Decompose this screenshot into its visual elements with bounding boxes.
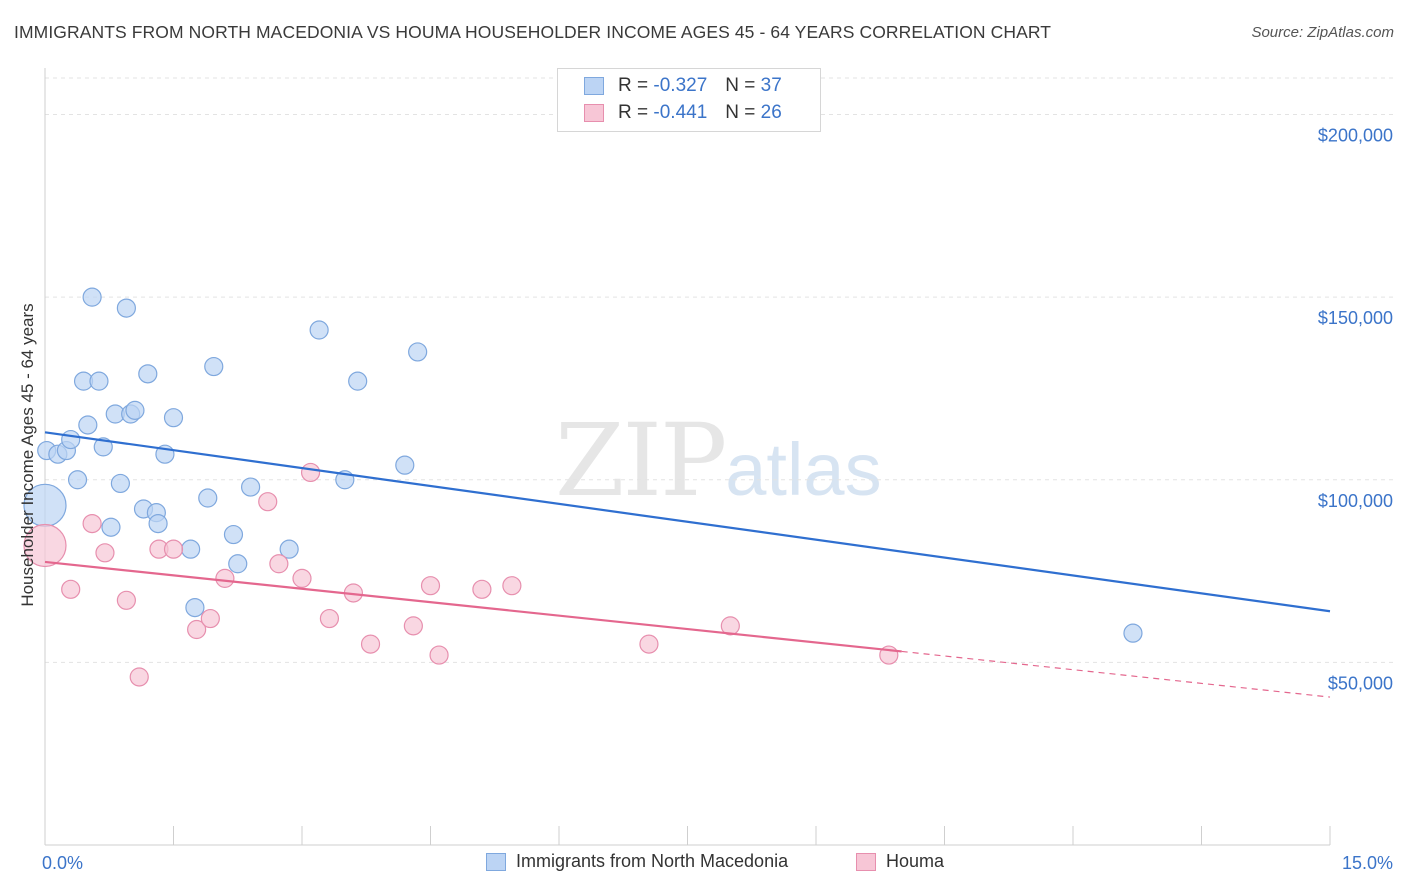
data-point-macedonia	[110, 473, 130, 494]
bottom-legend-label-macedonia: Immigrants from North Macedonia	[516, 851, 789, 871]
data-point-houma	[720, 616, 740, 636]
data-point-macedonia	[67, 470, 88, 490]
data-point-houma	[269, 554, 289, 574]
data-point-houma	[187, 619, 207, 640]
y-tick-label: $200,000	[1318, 126, 1393, 146]
legend-swatch-pink	[584, 104, 604, 122]
y-tick-label: $150,000	[1318, 308, 1393, 328]
legend-row-houma: R = -0.441 N = 26	[584, 100, 782, 126]
data-point-macedonia	[163, 408, 184, 428]
data-point-houma	[420, 576, 441, 596]
data-point-houma	[292, 568, 312, 588]
data-point-macedonia	[309, 320, 329, 340]
data-point-houma	[639, 634, 659, 654]
data-point-macedonia	[93, 437, 113, 457]
data-point-macedonia	[82, 287, 102, 307]
data-point-houma	[215, 568, 235, 588]
bottom-legend-swatch-blue	[486, 852, 506, 871]
legend-swatch-blue	[584, 77, 604, 95]
data-point-houma	[472, 579, 492, 599]
correlation-legend: R = -0.327 N = 37 R = -0.441 N = 26	[557, 68, 821, 132]
legend-r-value: -0.327	[653, 75, 708, 96]
legend-r-label: R =	[618, 75, 649, 96]
data-point-macedonia	[78, 415, 98, 435]
legend-n-label: N =	[725, 102, 756, 123]
legend-item-macedonia: Immigrants from North Macedonia	[486, 851, 788, 872]
data-point-macedonia	[348, 371, 368, 391]
bottom-legend-swatch-pink	[856, 852, 876, 871]
x-tick-label-max: 15.0%	[1342, 853, 1393, 873]
legend-n-label: N =	[725, 75, 756, 96]
legend-n-value: 26	[760, 102, 782, 123]
data-point-macedonia	[204, 356, 224, 377]
bottom-legend-label-houma: Houma	[886, 851, 945, 871]
trend-line-extension-houma	[901, 650, 1331, 698]
data-point-macedonia	[125, 400, 145, 420]
chart-title: IMMIGRANTS FROM NORTH MACEDONIA VS HOUMA…	[14, 22, 1052, 42]
data-point-macedonia	[223, 524, 244, 545]
data-point-macedonia	[241, 477, 261, 497]
legend-row-macedonia: R = -0.327 N = 37	[584, 73, 782, 99]
data-point-macedonia	[228, 554, 248, 574]
data-point-macedonia	[181, 539, 201, 559]
data-point-houma	[116, 590, 136, 610]
legend-r-label: R =	[618, 102, 649, 123]
data-point-macedonia	[1123, 623, 1143, 643]
data-point-houma	[502, 576, 522, 596]
data-point-macedonia	[61, 429, 81, 450]
data-point-macedonia	[198, 488, 218, 508]
legend-item-houma: Houma	[856, 851, 944, 872]
data-point-houma	[258, 492, 278, 512]
data-point-houma	[403, 616, 423, 636]
data-point-houma	[163, 539, 184, 559]
data-point-macedonia	[408, 342, 428, 362]
trend-line-macedonia	[44, 431, 1331, 613]
legend-n-value: 37	[760, 75, 782, 96]
data-point-houma	[429, 645, 449, 665]
data-point-houma	[319, 608, 340, 629]
x-tick-label-min: 0.0%	[42, 853, 83, 873]
data-point-houma	[129, 667, 149, 687]
data-point-houma	[23, 523, 67, 568]
data-point-macedonia	[116, 298, 136, 318]
trend-line-houma	[44, 560, 902, 653]
data-point-houma	[82, 513, 102, 534]
data-point-houma	[360, 634, 381, 654]
data-point-macedonia	[185, 597, 205, 618]
zipatlas-watermark: ZIPatlas	[555, 402, 882, 519]
data-point-houma	[300, 462, 321, 483]
y-tick-label: $50,000	[1328, 673, 1393, 693]
watermark-atlas: atlas	[725, 428, 882, 511]
data-point-macedonia	[138, 364, 158, 384]
y-axis-label: Householder Income Ages 45 - 64 years	[18, 303, 37, 607]
data-point-macedonia	[148, 513, 168, 534]
data-point-houma	[200, 608, 220, 629]
legend-r-value: -0.441	[653, 102, 708, 123]
data-point-houma	[61, 579, 81, 599]
watermark-zip: ZIP	[555, 402, 727, 519]
data-point-houma	[95, 543, 115, 563]
data-point-macedonia	[89, 371, 109, 391]
data-point-macedonia	[279, 539, 299, 559]
source-label: Source: ZipAtlas.com	[1251, 24, 1394, 41]
data-point-macedonia	[101, 517, 121, 537]
data-point-macedonia	[395, 455, 415, 475]
y-tick-label: $100,000	[1318, 491, 1393, 511]
